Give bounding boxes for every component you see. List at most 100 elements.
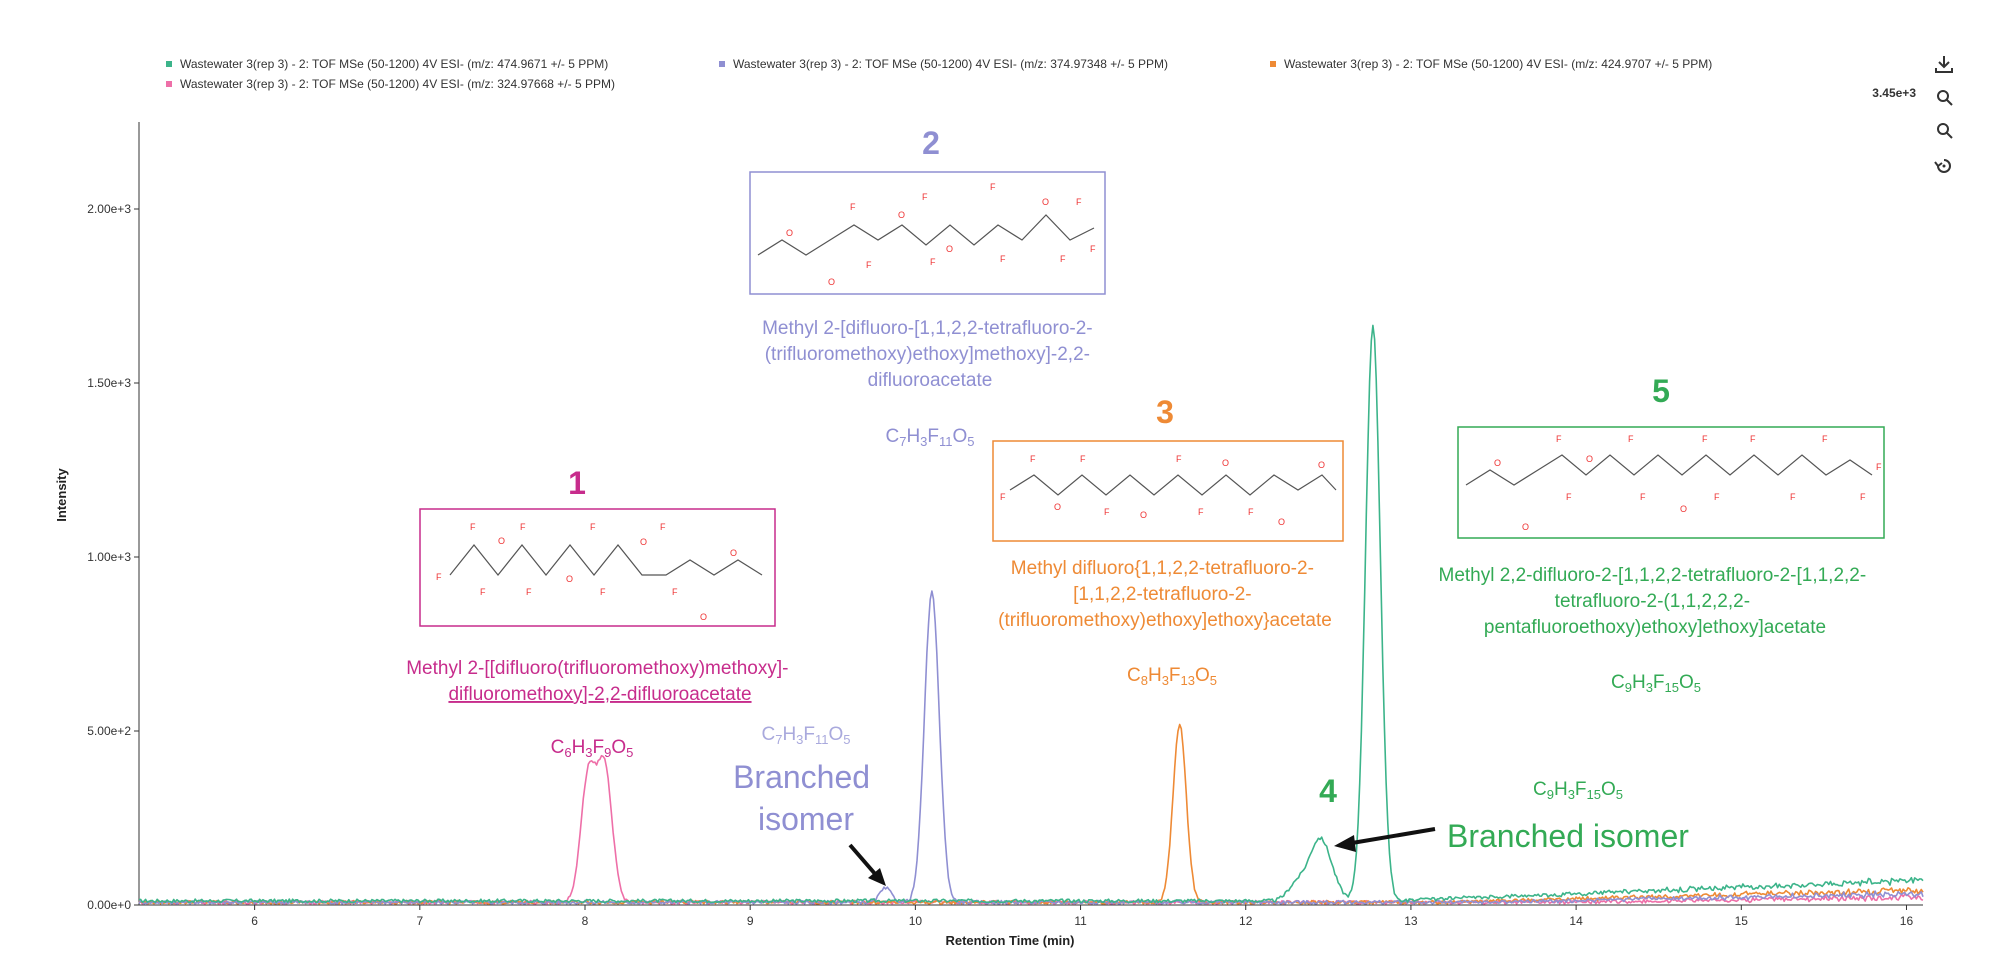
atom-label: F <box>1076 197 1082 207</box>
zoom-in-icon[interactable] <box>1937 90 1953 106</box>
atom-label: F <box>1176 454 1182 464</box>
x-tick-label: 14 <box>1569 914 1583 928</box>
reset-view-icon[interactable] <box>1934 159 1951 173</box>
series-line <box>138 723 1924 905</box>
formula-subscript: 15 <box>1665 680 1679 695</box>
annotation-2-name-line: (trifluoromethoxy)ethoxy]methoxy]-2,2- <box>765 344 1090 365</box>
atom-label: O <box>786 228 793 238</box>
annotation-1: 1 F F F O F F O F F O F F O O Methyl 2-[… <box>406 465 794 760</box>
annotation-1-number: 1 <box>568 465 586 501</box>
formula-element: H <box>782 724 796 745</box>
zoom-out-icon[interactable] <box>1937 123 1953 139</box>
annotation-1-name: Methyl 2-[[difluoro(trifluoromethoxy)met… <box>406 658 794 705</box>
formula-subscript: 5 <box>843 732 850 747</box>
atom-label: F <box>930 257 936 267</box>
annotation-3-formula: C8H3F13O5 <box>1127 665 1217 688</box>
formula-element: O <box>1195 665 1210 686</box>
atom-label: F <box>1000 492 1006 502</box>
y-tick-label: 1.50e+3 <box>87 376 131 390</box>
x-axis-title: Retention Time (min) <box>945 933 1074 948</box>
annotation-5-formula: C9H3F15O5 <box>1611 672 1701 695</box>
plot-axes: 6 7 8 9 10 11 12 13 14 15 16 0.00e+05.00e+21.00e+3… <box>54 122 1923 948</box>
annotation-5-name: Methyl 2,2-difluoro-2-[1,1,2,2-tetrafluo… <box>1439 565 1872 638</box>
series-line <box>138 324 1924 904</box>
formula-element: C <box>1533 779 1547 800</box>
annotation-2: 2 O O F F O F F O F F O F F F Methyl 2-[… <box>749 125 1106 449</box>
branched-isomer-2-label-line: Branched <box>733 759 870 795</box>
atom-label: F <box>1060 254 1066 264</box>
formula-element: O <box>611 737 626 758</box>
atom-label: F <box>1822 434 1828 444</box>
atom-label: F <box>1030 454 1036 464</box>
legend-label-374: Wastewater 3(rep 3) - 2: TOF MSe (50-120… <box>733 57 1168 71</box>
formula-subscript: 5 <box>967 434 974 449</box>
formula-element: H <box>572 737 586 758</box>
atom-label: O <box>700 612 707 622</box>
formula-subscript: 3 <box>585 745 592 760</box>
formula-element: C <box>1611 672 1625 693</box>
formula-element: H <box>906 426 920 447</box>
atom-label: F <box>1556 434 1562 444</box>
x-tick-label: 11 <box>1074 914 1087 928</box>
formula-element: O <box>829 724 844 745</box>
annotation-5: 5 O O F F O F F O F F F F F F F Methyl 2… <box>1439 373 1885 695</box>
x-tick-label: 8 <box>582 914 589 928</box>
annotation-3-structure: F F O F F O F F O F O O <box>1000 454 1337 527</box>
branched-isomer-2: C7H3F11O5 Branched isomer <box>733 724 886 886</box>
branched-isomer-4-arrow <box>1351 827 1436 845</box>
x-tick-label: 7 <box>416 914 423 928</box>
atom-label: F <box>1702 434 1708 444</box>
annotation-2-name-line: difluoroacetate <box>868 370 993 391</box>
atom-label: F <box>526 587 532 597</box>
chart-toolbar: 3.45e+3 <box>1872 56 1953 173</box>
branched-isomer-2-formula: C7H3F11O5 <box>761 724 850 747</box>
y-tick-label: 0.00e+0 <box>87 898 131 912</box>
atom-label: F <box>480 587 486 597</box>
formula-subscript: 15 <box>1587 787 1601 802</box>
formula-subscript: 5 <box>1616 787 1623 802</box>
series-line <box>138 590 1924 905</box>
annotation-3-name-line: [1,1,2,2-tetrafluoro-2- <box>1073 584 1251 605</box>
formula-element: H <box>1632 672 1646 693</box>
annotation-3-name-line: Methyl difluoro{1,1,2,2-tetrafluoro-2- <box>1011 558 1314 579</box>
legend-entry-474[interactable]: Wastewater 3(rep 3) - 2: TOF MSe (50-120… <box>166 57 608 71</box>
annotation-2-name: Methyl 2-[difluoro-[1,1,2,2-tetrafluoro-… <box>762 318 1098 391</box>
atom-label: F <box>1000 254 1006 264</box>
formula-subscript: 3 <box>1568 787 1575 802</box>
atom-label: F <box>600 587 606 597</box>
annotation-3-name: Methyl difluoro{1,1,2,2-tetrafluoro-2- [… <box>998 558 1332 631</box>
formula-element: F <box>593 737 605 758</box>
x-tick-label: 13 <box>1404 914 1418 928</box>
annotation-1-name-line: Methyl 2-[[difluoro(trifluoromethoxy)met… <box>406 658 788 679</box>
formula-element: H <box>1148 665 1162 686</box>
atom-label: F <box>1198 507 1204 517</box>
y-tick-label: 1.00e+3 <box>87 550 131 564</box>
atom-label: F <box>866 260 872 270</box>
legend-entry-374[interactable]: Wastewater 3(rep 3) - 2: TOF MSe (50-120… <box>719 57 1168 71</box>
annotation-5-name-line: pentafluoroethoxy)ethoxy]ethoxy]acetate <box>1484 617 1826 638</box>
atom-label: O <box>730 548 737 558</box>
atom-label: O <box>566 574 573 584</box>
x-tick-label: 9 <box>747 914 754 928</box>
formula-subscript: 3 <box>920 434 927 449</box>
y-ticks: 0.00e+0 5.00e+2 1.00e+3 1.50e+3 2.00e+3 <box>87 202 139 912</box>
legend-entry-424[interactable]: Wastewater 3(rep 3) - 2: TOF MSe (50-120… <box>1270 57 1712 71</box>
atom-label: F <box>436 572 442 582</box>
legend-swatch-374 <box>719 61 725 67</box>
atom-label: F <box>1104 507 1110 517</box>
legend-entry-324[interactable]: Wastewater 3(rep 3) - 2: TOF MSe (50-120… <box>166 77 615 91</box>
y-tick-label: 5.00e+2 <box>87 724 131 738</box>
formula-subscript: 7 <box>899 434 906 449</box>
annotation-1-name-line: difluoromethoxy]-2,2-difluoroacetate <box>448 684 751 705</box>
x-tick-label: 6 <box>251 914 258 928</box>
formula-element: C <box>1127 665 1141 686</box>
atom-label: F <box>1860 492 1866 502</box>
download-icon[interactable] <box>1935 56 1953 73</box>
atom-label: F <box>590 522 596 532</box>
branched-isomer-2-arrow <box>848 843 878 877</box>
atom-label: F <box>1090 244 1096 254</box>
atom-label: O <box>1494 458 1501 468</box>
atom-label: F <box>1750 434 1756 444</box>
legend-swatch-474 <box>166 61 172 67</box>
